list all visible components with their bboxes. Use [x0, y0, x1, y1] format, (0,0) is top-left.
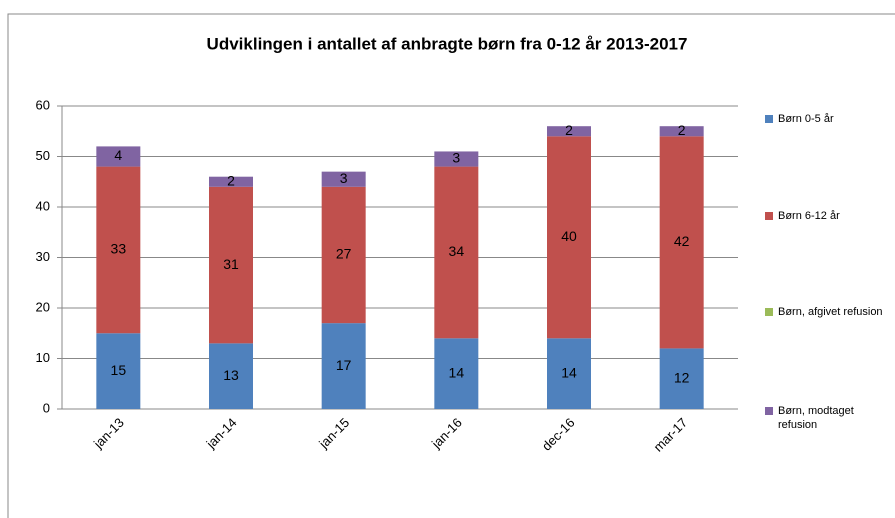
bar-segment: [96, 146, 141, 167]
legend-label: Børn 0-5 år: [778, 113, 834, 125]
legend-label: Børn 6-12 år: [778, 210, 840, 222]
data-label: 12: [674, 369, 690, 385]
data-label: 14: [449, 364, 465, 380]
data-label: 13: [223, 367, 239, 383]
bar-segment: [209, 176, 253, 187]
data-label: 27: [336, 246, 352, 262]
data-label: 17: [336, 357, 352, 373]
data-label: 14: [561, 364, 577, 380]
data-label: 3: [452, 150, 460, 166]
bar-segment: [209, 186, 253, 344]
bar-segment: [659, 126, 704, 137]
legend-entry: Børn, afgivet refusion: [765, 305, 883, 319]
bar-segment: [434, 166, 479, 339]
data-label: 42: [674, 233, 690, 249]
bar-segment: [547, 126, 591, 137]
data-label: 4: [114, 147, 122, 163]
data-label: 40: [561, 228, 577, 244]
bar-segment: [547, 338, 591, 409]
legend-label: Børn, afgivet refusion: [778, 306, 883, 318]
y-tick-label: 20: [36, 299, 50, 314]
legend-entry: Børn 0-5 år: [765, 112, 834, 126]
y-tick-label: 30: [36, 249, 50, 264]
bar-segment: [96, 166, 141, 334]
data-label: 33: [111, 241, 127, 257]
y-tick-label: 0: [43, 400, 50, 415]
bar-segment: [659, 348, 704, 409]
y-tick-label: 50: [36, 148, 50, 163]
legend-label: Børn, modtaget refusion: [778, 405, 854, 431]
bar-segment: [209, 343, 253, 409]
data-label: 15: [111, 362, 127, 378]
legend-swatch: [765, 212, 773, 220]
legend-swatch: [765, 308, 773, 316]
bar-segment: [321, 171, 366, 187]
legend-entry: Børn, modtaget refusion: [765, 404, 868, 432]
bar-segment: [321, 323, 366, 409]
y-tick-label: 40: [36, 198, 50, 213]
bar-segment: [321, 186, 366, 324]
data-label: 2: [678, 122, 686, 138]
bar-segment: [434, 338, 479, 409]
legend-swatch: [765, 115, 773, 123]
y-tick-label: 60: [36, 97, 50, 112]
y-tick-label: 10: [36, 350, 50, 365]
bar-segment: [434, 151, 479, 167]
data-label: 3: [340, 170, 348, 186]
legend-entry: Børn 6-12 år: [765, 209, 840, 223]
bar-segment: [547, 136, 591, 339]
data-label: 2: [565, 122, 573, 138]
bar-segment: [96, 333, 141, 409]
data-label: 31: [223, 256, 239, 272]
chart-title: Udviklingen i antallet af anbragte børn …: [207, 34, 688, 53]
data-label: 34: [449, 243, 465, 259]
legend-swatch: [765, 407, 773, 415]
data-label: 2: [227, 172, 235, 188]
bar-segment: [659, 136, 704, 349]
